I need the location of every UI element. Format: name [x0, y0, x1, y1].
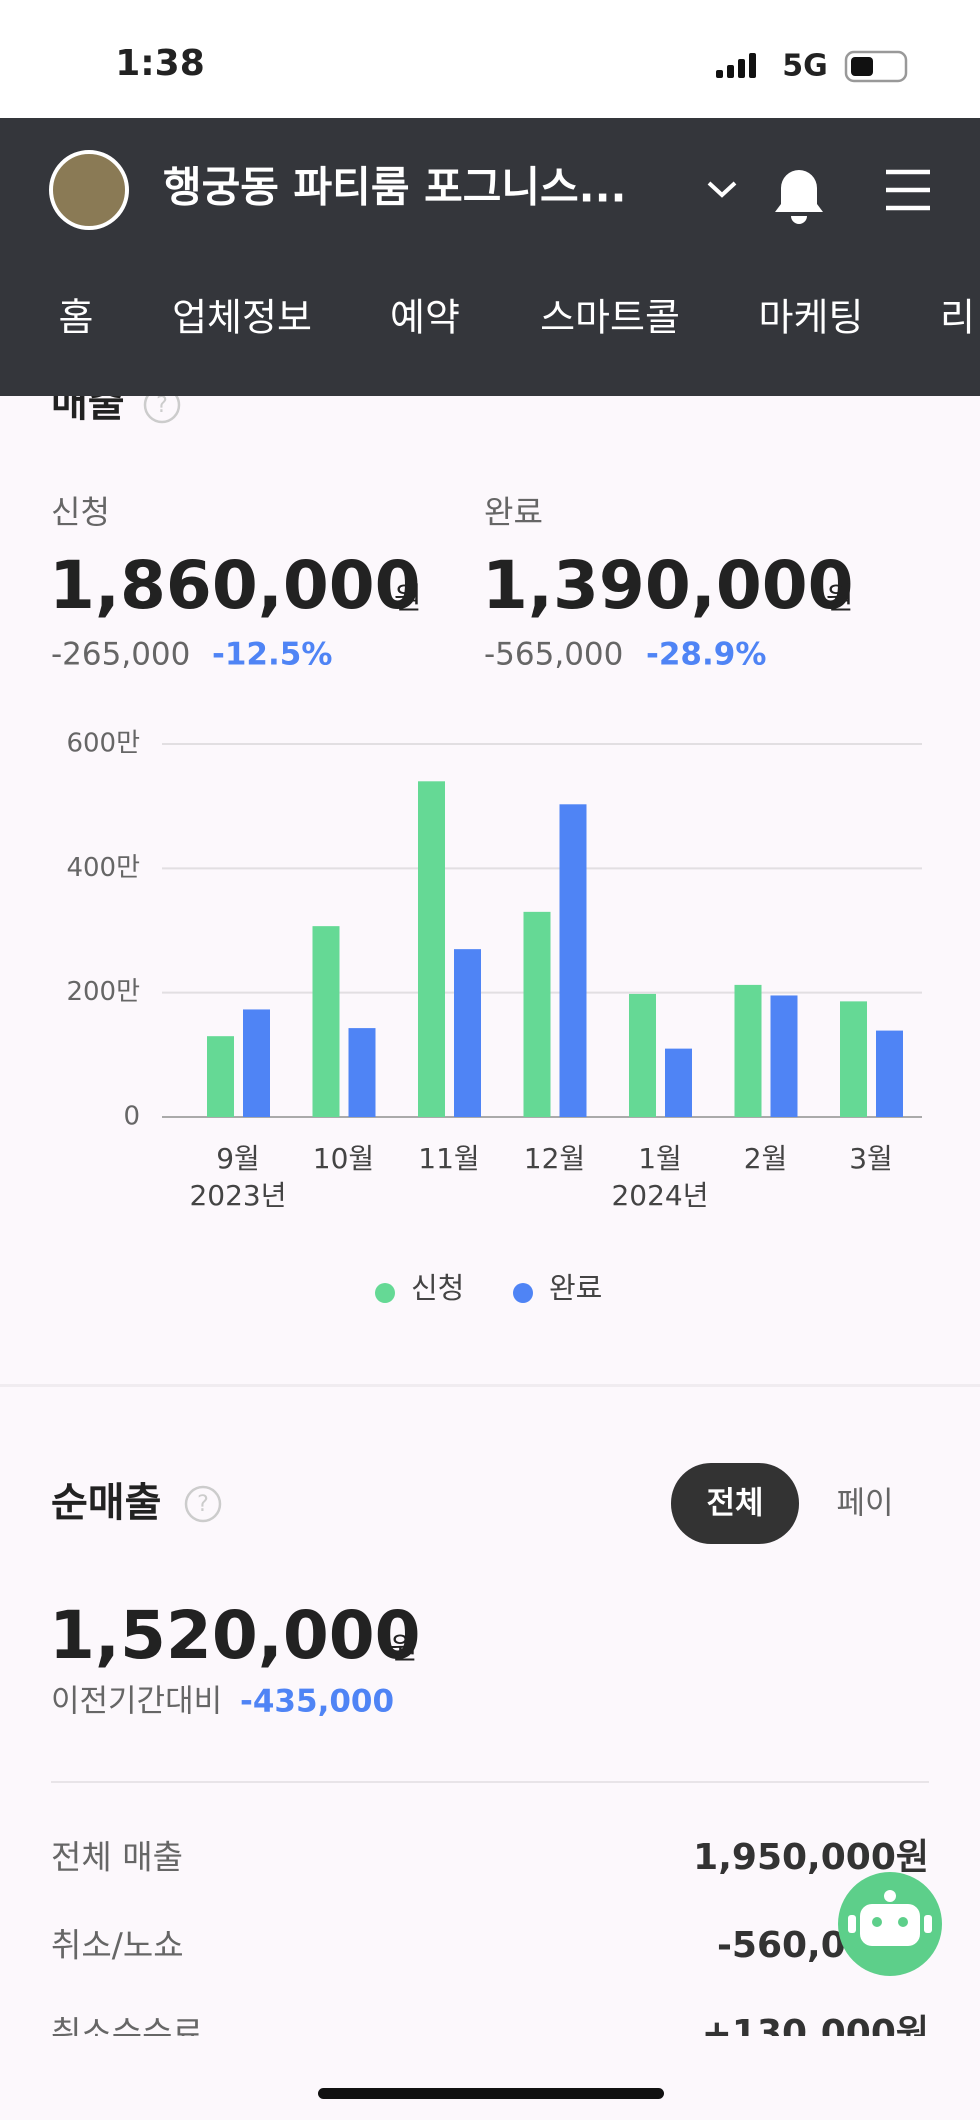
y-tick-label: 0	[123, 1102, 140, 1132]
bar	[876, 1030, 903, 1117]
toggle-label[interactable]: 전체	[706, 1486, 763, 1522]
chatbot-eye	[898, 1917, 908, 1927]
y-tick-label: 400만	[66, 853, 140, 883]
bar	[348, 1028, 376, 1117]
chatbot-icon	[848, 1890, 932, 1946]
amount: 1,520,000	[49, 1597, 421, 1674]
tab[interactable]: 스마트콜	[540, 296, 680, 340]
x-tick-label: 9월	[216, 1142, 260, 1175]
row-value: +130,000원	[702, 2013, 929, 2054]
network: 5G	[782, 49, 828, 84]
label: 완료	[484, 493, 543, 531]
x-tick-label: 1월	[638, 1142, 682, 1175]
battery	[844, 50, 908, 83]
separator	[0, 1384, 980, 1387]
unit: 원	[390, 1632, 418, 1667]
change: -565,000	[484, 637, 623, 673]
status-time: 1:38	[115, 43, 205, 84]
content: 매출 ? 신청 1,860,000 원 -265,000 -12.5% 완료 1…	[0, 380, 980, 2054]
x-tick-label: 10월	[313, 1142, 374, 1175]
chart: 0 200만 400만 600만 9월 2023년 10월 11월 12월 1월 2024년 2월 3월…	[66, 729, 922, 1305]
change-pct: -28.9%	[646, 637, 766, 673]
y-tick-label: 600만	[66, 729, 140, 759]
bar	[207, 1036, 234, 1117]
tab[interactable]: 예약	[390, 296, 460, 340]
bar	[454, 949, 481, 1117]
help-mark: ?	[197, 1492, 209, 1517]
toggle-label[interactable]: 페이	[836, 1486, 893, 1522]
store-title[interactable]: 행궁동 파티룸 포그니스...	[163, 163, 627, 212]
tab[interactable]: 리	[940, 296, 975, 340]
legend-label: 완료	[549, 1271, 602, 1305]
toggle-active[interactable]	[671, 1463, 799, 1544]
status-bar	[0, 0, 980, 118]
x-tick-label: 11월	[418, 1142, 479, 1175]
legend-swatch	[375, 1283, 395, 1303]
x-tick-label: 12월	[524, 1142, 585, 1175]
menu-icon[interactable]	[886, 169, 930, 211]
legend-label: 신청	[411, 1271, 464, 1305]
net-sales-section: 순매출 ? 전체 페이 1,520,000 원 이전기간대비 -435,000 …	[49, 1463, 929, 2054]
section-title: 매출	[51, 380, 125, 426]
bar	[559, 804, 587, 1117]
x-group-label: 2024년	[611, 1179, 708, 1212]
row-label: 취소수수료	[51, 2014, 203, 2053]
bell-icon[interactable]	[775, 170, 823, 224]
row-value: 1,950,000원	[693, 1837, 929, 1878]
unit: 원	[394, 582, 422, 617]
y-tick-label: 200만	[66, 977, 140, 1007]
bar	[312, 926, 340, 1117]
x-tick-label: 3월	[849, 1142, 893, 1175]
bar	[243, 1009, 270, 1117]
row-label: 취소/노쇼	[51, 1926, 184, 1965]
sales-section: 매출 ? 신청 1,860,000 원 -265,000 -12.5% 완료 1…	[49, 380, 854, 673]
bar	[523, 911, 551, 1117]
chatbot-eye	[872, 1917, 882, 1927]
label: 신청	[51, 493, 110, 531]
bar	[665, 1048, 692, 1117]
change-pct: -12.5%	[212, 637, 332, 673]
help-mark: ?	[156, 393, 168, 418]
dropdown-icon[interactable]	[707, 181, 737, 198]
signal-icon	[716, 53, 756, 78]
unit: 원	[826, 582, 854, 617]
amount: 1,390,000	[482, 547, 854, 624]
x-tick-label: 2월	[744, 1142, 788, 1175]
tab[interactable]: 홈	[59, 296, 94, 340]
bar	[734, 984, 762, 1117]
help-icon[interactable]	[184, 1485, 222, 1523]
battery-level	[851, 57, 873, 76]
row-label: 전체 매출	[51, 1838, 183, 1877]
tab[interactable]: 업체정보	[172, 296, 312, 340]
help-icon[interactable]	[143, 388, 181, 424]
section-title: 순매출	[51, 1480, 161, 1526]
bar	[418, 781, 445, 1117]
change: -265,000	[51, 637, 190, 673]
compare-value: -435,000	[240, 1684, 394, 1720]
x-group-label: 2023년	[189, 1179, 286, 1212]
header	[0, 118, 980, 396]
amount: 1,860,000	[49, 547, 421, 624]
home-indicator	[318, 2088, 664, 2099]
legend-swatch	[513, 1283, 533, 1303]
avatar[interactable]	[49, 150, 129, 230]
tab-bar: 홈 업체정보 예약 스마트콜 마케팅 리	[59, 296, 975, 340]
bar	[629, 993, 656, 1117]
bar	[770, 995, 798, 1117]
compare-label: 이전기간대비	[51, 1684, 222, 1720]
bar	[840, 1001, 867, 1117]
tab[interactable]: 마케팅	[759, 296, 864, 340]
